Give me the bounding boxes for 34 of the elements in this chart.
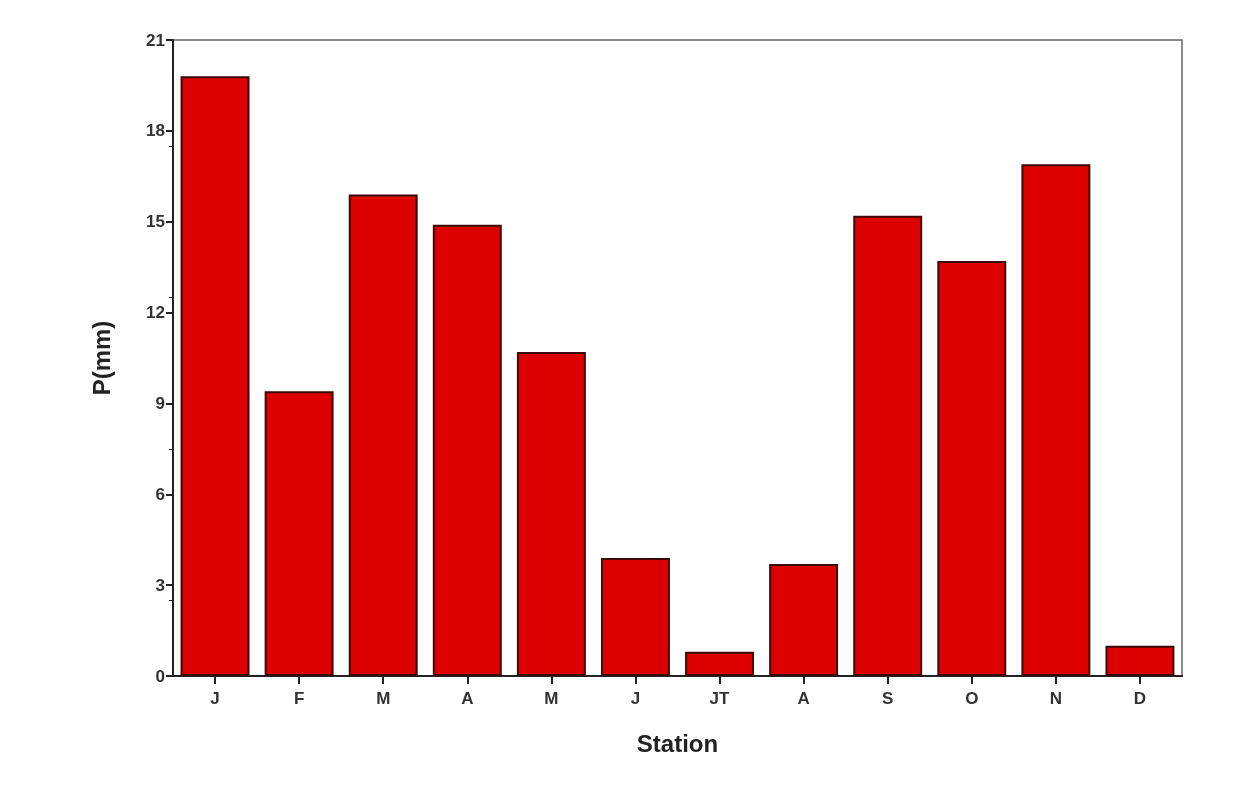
x-tick-label: M	[544, 689, 559, 708]
x-tick-label: A	[797, 689, 810, 708]
y-tick-label: 0	[155, 666, 165, 686]
y-tick-label: 12	[146, 303, 165, 323]
x-tick-label: S	[882, 689, 894, 708]
bar	[516, 351, 586, 676]
y-tick-label: 3	[155, 575, 165, 595]
bar	[1105, 645, 1175, 676]
bar	[769, 563, 839, 676]
bar	[853, 215, 923, 676]
x-tick-label: J	[210, 689, 220, 708]
x-tick-label: O	[965, 689, 979, 708]
bar	[264, 391, 334, 676]
y-tick-label: 18	[146, 121, 165, 141]
y-axis-title: P(mm)	[87, 320, 115, 396]
x-tick-label: N	[1049, 689, 1063, 708]
x-tick-label: F	[293, 689, 305, 708]
bar	[432, 224, 502, 676]
x-tick-label: D	[1133, 689, 1147, 708]
bar	[1021, 164, 1091, 676]
bar	[685, 651, 755, 676]
y-tick-label: 21	[146, 30, 165, 50]
bar	[600, 557, 670, 676]
x-tick-label: M	[376, 689, 391, 708]
x-tick-label: A	[461, 689, 474, 708]
bar	[937, 261, 1007, 676]
x-tick-label: J	[630, 689, 641, 708]
y-tick-label: 15	[146, 212, 165, 232]
bar	[348, 194, 418, 676]
x-tick-label: JT	[709, 689, 731, 708]
bar	[180, 76, 250, 676]
y-tick-label: 6	[155, 484, 165, 504]
y-tick-label: 9	[155, 393, 165, 413]
x-axis-title: Station	[636, 729, 719, 757]
